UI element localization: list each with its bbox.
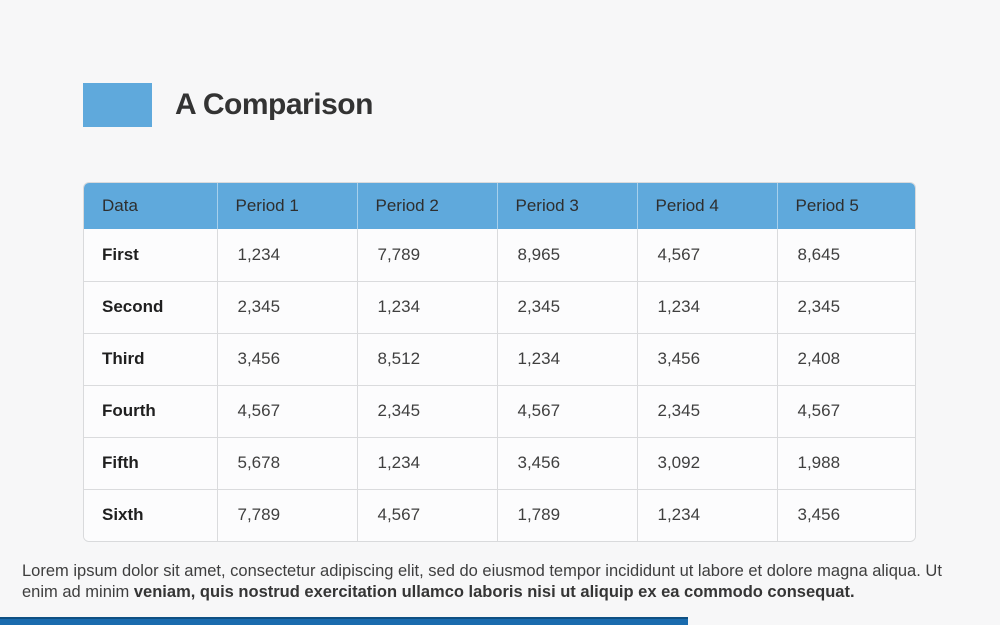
row-label: Sixth — [84, 488, 218, 541]
table-row: Fifth 5,678 1,234 3,456 3,092 1,988 — [84, 436, 915, 490]
table-cell: 1,234 — [496, 332, 638, 386]
table-cell: 3,456 — [496, 436, 638, 490]
table-cell: 1,234 — [636, 280, 778, 334]
comparison-table: Data Period 1 Period 2 Period 3 Period 4 Peri… — [83, 182, 916, 542]
title-row: A Comparison — [83, 83, 373, 127]
table-row: Third 3,456 8,512 1,234 3,456 2,408 — [84, 332, 915, 386]
slide-title: A Comparison — [175, 88, 373, 121]
table-cell: 1,234 — [356, 280, 498, 334]
table-cell: 1,789 — [496, 488, 638, 541]
title-accent-rect — [83, 83, 152, 127]
table-cell: 4,567 — [496, 384, 638, 438]
table-cell: 7,789 — [216, 488, 358, 541]
body-paragraph: Lorem ipsum dolor sit amet, consectetur … — [22, 561, 967, 603]
table-cell: 4,567 — [356, 488, 498, 541]
table-cell: 7,789 — [356, 229, 498, 282]
table-cell: 1,234 — [636, 488, 778, 541]
table-cell: 2,345 — [776, 280, 915, 334]
data-table: Data Period 1 Period 2 Period 3 Period 4 Peri… — [84, 183, 915, 541]
row-label: First — [84, 229, 218, 282]
column-header-period-2: Period 2 — [357, 183, 498, 229]
table-cell: 3,456 — [216, 332, 358, 386]
table-cell: 2,345 — [216, 280, 358, 334]
table-cell: 2,408 — [776, 332, 915, 386]
column-header-period-1: Period 1 — [217, 183, 358, 229]
table-row: First 1,234 7,789 8,965 4,567 8,645 — [84, 229, 915, 282]
table-row: Fourth 4,567 2,345 4,567 2,345 4,567 — [84, 384, 915, 438]
table-cell: 3,456 — [636, 332, 778, 386]
column-header-period-5: Period 5 — [777, 183, 915, 229]
table-cell: 3,092 — [636, 436, 778, 490]
body-text-normal: Lorem ipsum dolor sit amet, consectetur … — [22, 562, 942, 601]
column-header-period-4: Period 4 — [637, 183, 778, 229]
table-cell: 4,567 — [636, 229, 778, 282]
body-text-bold: veniam, quis nostrud exercitation ullamc… — [133, 583, 855, 601]
table-cell: 1,234 — [216, 229, 358, 282]
table-cell: 3,456 — [776, 488, 915, 541]
column-header-data: Data — [84, 183, 218, 229]
table-cell: 8,645 — [776, 229, 915, 282]
row-label: Fourth — [84, 384, 218, 438]
row-label: Fifth — [84, 436, 218, 490]
column-header-period-3: Period 3 — [497, 183, 638, 229]
table-cell: 4,567 — [216, 384, 358, 438]
footer-accent-bar — [0, 617, 688, 625]
table-body: First 1,234 7,789 8,965 4,567 8,645 Second 2,34… — [84, 229, 915, 541]
row-label: Third — [84, 332, 218, 386]
table-cell: 1,234 — [356, 436, 498, 490]
table-header: Data Period 1 Period 2 Period 3 Period 4 Peri… — [84, 183, 915, 229]
row-label: Second — [84, 280, 218, 334]
table-row: Sixth 7,789 4,567 1,789 1,234 3,456 — [84, 488, 915, 541]
table-cell: 5,678 — [216, 436, 358, 490]
table-cell: 2,345 — [356, 384, 498, 438]
table-cell: 2,345 — [636, 384, 778, 438]
table-row: Second 2,345 1,234 2,345 1,234 2,345 — [84, 280, 915, 334]
table-cell: 8,965 — [496, 229, 638, 282]
table-cell: 4,567 — [776, 384, 915, 438]
table-cell: 1,988 — [776, 436, 915, 490]
table-cell: 2,345 — [496, 280, 638, 334]
table-cell: 8,512 — [356, 332, 498, 386]
